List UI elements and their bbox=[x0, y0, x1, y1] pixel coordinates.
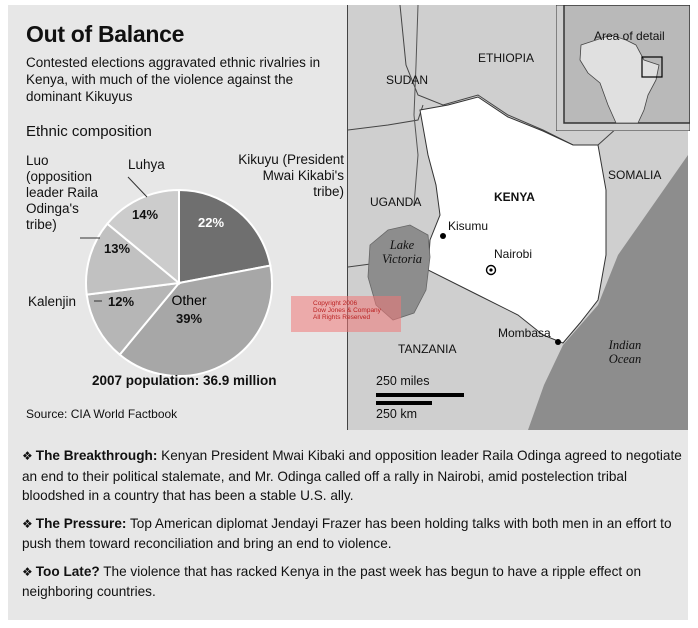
population-caption: 2007 population: 36.9 million bbox=[92, 373, 277, 388]
label-kikuyu: Kikuyu (President Mwai Kikabi's tribe) bbox=[224, 152, 344, 200]
note-heading: The Breakthrough: bbox=[35, 448, 158, 463]
label-somalia: SOMALIA bbox=[608, 168, 662, 182]
pie-slice-kikuyu bbox=[178, 188, 272, 285]
leader-line bbox=[127, 176, 148, 198]
label-kalenjin: Kalenjin bbox=[28, 294, 77, 309]
label-luhya: Luhya bbox=[128, 157, 165, 172]
label-kikuyu-line2: Mwai Kikabi's bbox=[262, 168, 344, 183]
kenya-shape bbox=[419, 96, 607, 344]
notes-section: ❖ The Breakthrough: Kenyan President Mwai… bbox=[22, 446, 682, 610]
source-note: Source: CIA World Factbook bbox=[26, 407, 178, 421]
map-shapes bbox=[348, 5, 688, 430]
watermark-line3: All Rights Reserved bbox=[313, 314, 371, 321]
pie-chart: 22% 39% 12% 13% 14% Other bbox=[80, 176, 273, 377]
pie-slice-kalenjin bbox=[85, 281, 182, 357]
note-heading: Too Late? bbox=[35, 563, 100, 579]
pie-pct-kikuyu: 22% bbox=[198, 215, 224, 230]
watermark-line1: Copyright 2006 bbox=[313, 300, 358, 307]
kisumu-dot bbox=[440, 233, 446, 239]
pie-slice-luhya bbox=[105, 188, 180, 286]
scale-bar-km bbox=[376, 401, 432, 405]
label-kikuyu-line3: tribe) bbox=[313, 184, 344, 199]
label-tanzania: TANZANIA bbox=[398, 342, 457, 356]
mombasa-dot bbox=[555, 339, 561, 345]
subtitle: Contested elections aggravated ethnic ri… bbox=[26, 55, 321, 104]
pie-pct-luo: 13% bbox=[104, 241, 130, 256]
inset-map: Area of detail bbox=[555, 4, 691, 132]
sudan-uganda-border bbox=[348, 104, 424, 131]
region-map: ETHIOPIA SUDAN SOMALIA UGANDA KENYA TANZ… bbox=[348, 5, 688, 430]
note-text: The violence that has racked Kenya in th… bbox=[22, 563, 642, 600]
column-divider bbox=[347, 5, 348, 430]
label-lake-victoria: Lake Victoria bbox=[382, 238, 423, 266]
label-luo-line5: tribe) bbox=[26, 217, 57, 232]
label-mombasa: Mombasa bbox=[498, 326, 551, 340]
left-column: Out of Balance Contested elections aggra… bbox=[8, 5, 348, 430]
label-uganda: UGANDA bbox=[370, 195, 422, 209]
label-kikuyu-line1: Kikuyu (President bbox=[238, 152, 344, 167]
label-ethiopia: ETHIOPIA bbox=[478, 51, 535, 65]
scale-label-km: 250 km bbox=[376, 407, 417, 421]
label-luo-line4: Odinga's bbox=[26, 201, 79, 216]
diamond-bullet-icon: ❖ bbox=[22, 516, 33, 531]
label-luo-line1: Luo bbox=[26, 153, 49, 168]
area-of-detail-box bbox=[641, 56, 663, 78]
note-heading: The Pressure: bbox=[35, 515, 127, 531]
note-pressure: ❖ The Pressure: Top American diplomat Jen… bbox=[22, 514, 682, 554]
pie-other-label: Other bbox=[171, 292, 206, 308]
scale-bar-miles bbox=[376, 393, 464, 397]
label-kisumu: Kisumu bbox=[448, 219, 489, 233]
scale-label-miles: 250 miles bbox=[376, 374, 430, 388]
note-too-late: ❖ Too Late? The violence that has racked … bbox=[22, 562, 682, 602]
africa-outline bbox=[579, 34, 660, 124]
diamond-bullet-icon: ❖ bbox=[22, 449, 33, 463]
label-sudan: SUDAN bbox=[386, 73, 429, 87]
label-indian-ocean: Indian Ocean bbox=[608, 338, 642, 366]
pie-pct-luhya: 14% bbox=[132, 207, 158, 222]
nairobi-marker-center bbox=[489, 268, 493, 272]
diamond-bullet-icon: ❖ bbox=[22, 564, 33, 579]
label-luo: Luo (opposition leader Raila Odinga's tr… bbox=[26, 153, 98, 233]
label-nairobi: Nairobi bbox=[494, 247, 533, 261]
label-kenya: KENYA bbox=[494, 190, 535, 204]
river bbox=[413, 5, 419, 206]
inset-shapes bbox=[555, 4, 691, 132]
label-luo-line3: leader Raila bbox=[26, 185, 99, 200]
page-title: Out of Balance bbox=[26, 21, 185, 47]
pie-pct-kalenjin: 12% bbox=[108, 294, 134, 309]
inset-label: Area of detail bbox=[594, 29, 665, 43]
note-text: Top American diplomat Jendayi Frazer has… bbox=[22, 515, 672, 552]
pie-pct-other: 39% bbox=[176, 311, 202, 326]
label-luo-line2: (opposition bbox=[26, 169, 93, 184]
pie-slice-other bbox=[118, 264, 273, 377]
ocean-area bbox=[528, 155, 688, 430]
note-breakthrough: ❖ The Breakthrough: Kenyan President Mwai… bbox=[22, 446, 682, 506]
pie-heading: Ethnic composition bbox=[26, 123, 152, 140]
pie-slice-luo bbox=[85, 222, 182, 296]
copyright-watermark: Copyright 2006 Dow Jones & Company All R… bbox=[291, 296, 401, 332]
note-text: Kenyan President Mwai Kibaki and opposit… bbox=[22, 448, 682, 503]
watermark-line2: Dow Jones & Company bbox=[313, 307, 381, 314]
